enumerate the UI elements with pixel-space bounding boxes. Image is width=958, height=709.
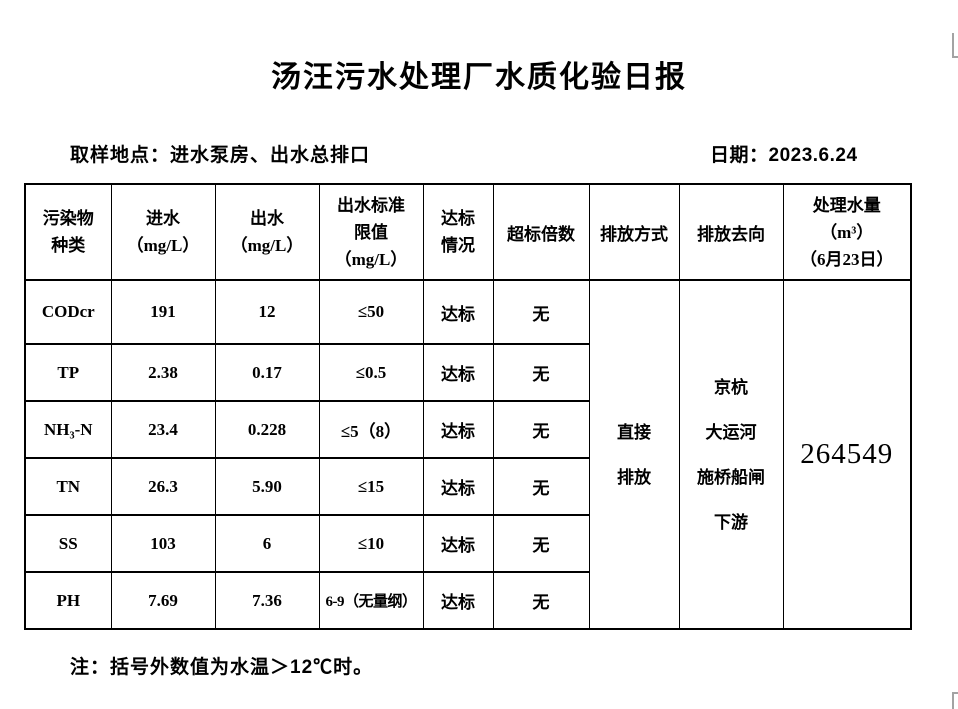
limit-cell: 6-9（无量纲） (318, 571, 424, 630)
table-row: SS 103 6 ≤10 达标 无 (24, 514, 911, 573)
pollutant-cell: TP (24, 343, 112, 402)
table-row: CODcr 191 12 ≤50 达标 无 直接 排放 京杭 大运河 施桥船闸 … (24, 279, 912, 630)
exceedance-cell: 无 (492, 571, 590, 630)
pollutant-cell: PH (24, 571, 112, 630)
header-discharge-destination: 排放去向 (678, 183, 784, 281)
header-exceedance: 超标倍数 (492, 183, 590, 281)
exceedance-cell: 无 (492, 343, 590, 402)
compliance-cell: 达标 (422, 279, 494, 345)
table-row: NH₃-N 23.4 0.228 ≤5（8） 达标 无 (24, 400, 911, 459)
table-header-row: 污染物 种类 进水 （mg/L） 出水 （mg/L） 出水标准 限值 （mg/L… (24, 183, 912, 281)
compliance-cell: 达标 (422, 400, 494, 459)
influent-cell: 26.3 (110, 457, 216, 516)
table-row: TN 26.3 5.90 ≤15 达标 无 (24, 457, 911, 516)
header-treated-volume: 处理水量 （m³） （6月23日） (782, 183, 912, 281)
header-pollutant: 污染物 种类 (24, 183, 112, 281)
discharge-destination-cell: 京杭 大运河 施桥船闸 下游 (678, 279, 784, 630)
text-boundary-mark-bottom-right (952, 692, 958, 694)
effluent-cell: 0.17 (214, 343, 320, 402)
text-boundary-mark-bottom-right (952, 692, 954, 709)
pollutant-cell: NH₃-N (24, 400, 112, 459)
influent-cell: 103 (110, 514, 216, 573)
pollutant-cell: CODcr (24, 279, 112, 345)
compliance-cell: 达标 (422, 343, 494, 402)
exceedance-cell: 无 (492, 279, 590, 345)
sampling-location-label: 取样地点：进水泵房、出水总排口 (70, 145, 371, 166)
effluent-cell: 12 (214, 279, 320, 345)
exceedance-cell: 无 (492, 400, 590, 459)
compliance-cell: 达标 (422, 457, 494, 516)
influent-cell: 2.38 (110, 343, 216, 402)
limit-cell: ≤15 (318, 457, 424, 516)
water-quality-table: 污染物 种类 进水 （mg/L） 出水 （mg/L） 出水标准 限值 （mg/L… (24, 183, 912, 630)
pollutant-cell: TN (24, 457, 112, 516)
limit-cell: ≤50 (318, 279, 424, 345)
header-discharge-mode: 排放方式 (588, 183, 680, 281)
exceedance-cell: 无 (492, 514, 590, 573)
header-limit: 出水标准 限值 （mg/L） (318, 183, 424, 281)
header-effluent: 出水 （mg/L） (214, 183, 320, 281)
pollutant-cell: SS (24, 514, 112, 573)
page-title: 汤汪污水处理厂水质化验日报 (271, 61, 687, 94)
influent-cell: 191 (110, 279, 216, 345)
table-row: PH 7.69 7.36 6-9（无量纲） 达标 无 (24, 571, 911, 630)
exceedance-cell: 无 (492, 457, 590, 516)
header-influent: 进水 （mg/L） (110, 183, 216, 281)
effluent-cell: 5.90 (214, 457, 320, 516)
footnote: 注：括号外数值为水温＞12℃时。 (70, 657, 374, 678)
report-date-label: 日期：2023.6.24 (710, 145, 858, 166)
influent-cell: 7.69 (110, 571, 216, 630)
limit-cell: ≤5（8） (318, 400, 424, 459)
compliance-cell: 达标 (422, 571, 494, 630)
header-compliance: 达标 情况 (422, 183, 494, 281)
discharge-mode-cell: 直接 排放 (588, 279, 680, 630)
limit-cell: ≤10 (318, 514, 424, 573)
text-boundary-mark-top-right (952, 33, 954, 58)
influent-cell: 23.4 (110, 400, 216, 459)
effluent-cell: 7.36 (214, 571, 320, 630)
effluent-cell: 6 (214, 514, 320, 573)
table-row: TP 2.38 0.17 ≤0.5 达标 无 (24, 343, 911, 402)
treated-volume-cell: 264549 (782, 279, 912, 630)
compliance-cell: 达标 (422, 514, 494, 573)
limit-cell: ≤0.5 (318, 343, 424, 402)
effluent-cell: 0.228 (214, 400, 320, 459)
text-boundary-mark-top-right (952, 56, 958, 58)
